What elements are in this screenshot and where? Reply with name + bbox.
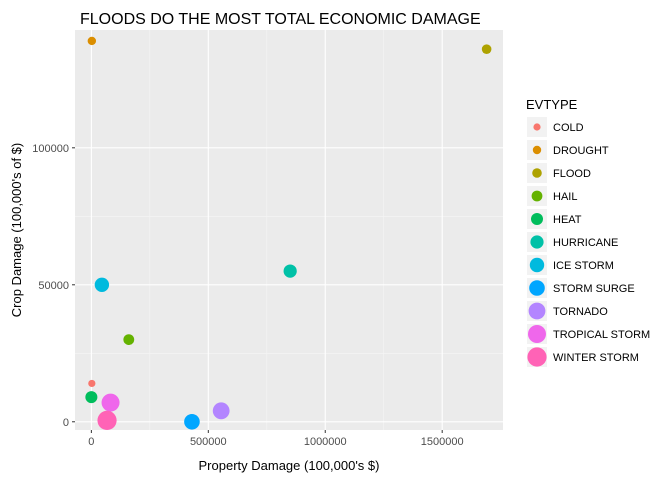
data-point bbox=[87, 36, 97, 46]
legend-swatch bbox=[531, 190, 543, 202]
legend-label: FLOOD bbox=[553, 168, 591, 180]
legend-title: EVTYPE bbox=[526, 97, 578, 112]
data-point bbox=[123, 334, 135, 345]
data-point bbox=[85, 391, 98, 404]
data-point bbox=[101, 393, 120, 412]
y-axis-title: Crop Damage (100,000's of $) bbox=[9, 143, 24, 317]
legend-label: DROUGHT bbox=[553, 145, 609, 157]
legend-label: HAIL bbox=[553, 191, 577, 203]
data-point bbox=[481, 44, 492, 54]
data-point bbox=[283, 264, 297, 278]
y-axis: 0 50000 100000 bbox=[32, 143, 75, 429]
legend-swatch bbox=[527, 347, 547, 367]
legend-swatch bbox=[532, 168, 542, 178]
legend-label: HURRICANE bbox=[553, 237, 618, 249]
legend-swatch bbox=[529, 280, 545, 296]
legend-swatch bbox=[533, 123, 541, 131]
plot-panel bbox=[75, 30, 503, 430]
y-tick-label: 0 bbox=[63, 417, 69, 429]
data-points bbox=[85, 36, 492, 431]
x-tick-label: 1500000 bbox=[421, 436, 464, 448]
legend-label: TORNADO bbox=[553, 306, 608, 318]
legend-swatch bbox=[529, 257, 545, 273]
data-point bbox=[184, 413, 200, 430]
data-point bbox=[88, 379, 96, 388]
x-axis: 0 500000 1000000 1500000 bbox=[88, 430, 464, 448]
x-tick-label: 500000 bbox=[190, 436, 227, 448]
x-axis-title: Property Damage (100,000's $) bbox=[199, 458, 380, 473]
legend-swatch bbox=[532, 145, 542, 155]
legend-swatch bbox=[528, 302, 546, 320]
legend-swatch bbox=[528, 325, 546, 343]
data-point bbox=[94, 277, 110, 292]
legend-label: HEAT bbox=[553, 214, 582, 226]
data-point bbox=[212, 402, 230, 420]
x-tick-label: 1000000 bbox=[304, 436, 347, 448]
legend: EVTYPE COLD DROUGHT FLOOD HAIL HEAT HURRICANE… bbox=[526, 97, 650, 367]
grid-minor bbox=[75, 30, 503, 430]
legend-label: WINTER STORM bbox=[553, 352, 639, 364]
legend-swatch bbox=[530, 235, 544, 249]
y-tick-label: 50000 bbox=[38, 280, 69, 292]
data-point bbox=[97, 410, 117, 431]
legend-label: COLD bbox=[553, 122, 584, 134]
legend-label: TROPICAL STORM bbox=[553, 329, 650, 341]
legend-label: STORM SURGE bbox=[553, 283, 635, 295]
x-tick-label: 0 bbox=[88, 436, 94, 448]
legend-items: COLD DROUGHT FLOOD HAIL HEAT HURRICANE ICE STO… bbox=[527, 117, 650, 367]
legend-label: ICE STORM bbox=[553, 260, 614, 272]
chart-title: FLOODS DO THE MOST TOTAL ECONOMIC DAMAGE bbox=[80, 11, 481, 28]
legend-swatch bbox=[531, 213, 543, 225]
y-tick-label: 100000 bbox=[32, 143, 69, 155]
grid-major bbox=[75, 30, 503, 430]
